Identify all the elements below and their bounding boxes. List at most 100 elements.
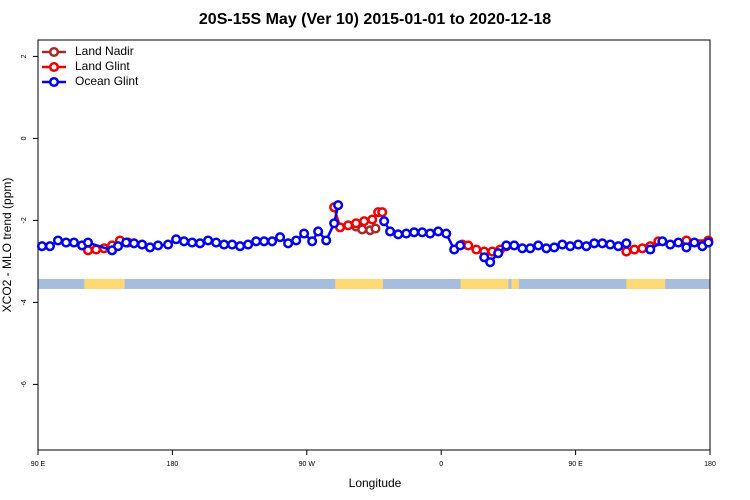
chart-title: 20S-15S May (Ver 10) 2015-01-01 to 2020-… bbox=[199, 11, 551, 28]
data-point bbox=[657, 236, 668, 247]
data-point bbox=[557, 239, 568, 250]
data-point bbox=[44, 241, 55, 252]
data-point bbox=[137, 239, 148, 250]
data-point bbox=[234, 241, 246, 252]
data-point bbox=[82, 237, 94, 248]
data-point bbox=[52, 235, 64, 246]
data-point bbox=[178, 236, 190, 247]
y-tick-label: 2 bbox=[21, 54, 28, 58]
data-point bbox=[533, 240, 544, 251]
data-point bbox=[329, 218, 340, 229]
data-point bbox=[525, 243, 536, 254]
data-point bbox=[549, 242, 560, 253]
data-point bbox=[401, 228, 412, 239]
data-point bbox=[291, 235, 302, 246]
data-point bbox=[359, 216, 370, 227]
data-point bbox=[313, 226, 324, 237]
data-point bbox=[621, 238, 632, 249]
data-point bbox=[409, 227, 420, 238]
data-point bbox=[36, 241, 48, 252]
data-point bbox=[565, 241, 576, 252]
legend-label: Land Glint bbox=[75, 59, 130, 73]
x-tick-label: 90 E bbox=[568, 461, 583, 468]
data-point bbox=[425, 228, 436, 239]
data-point bbox=[479, 252, 490, 263]
data-point bbox=[267, 236, 278, 247]
data-point bbox=[393, 229, 404, 240]
data-point bbox=[275, 232, 286, 243]
data-point bbox=[307, 236, 318, 247]
data-point bbox=[573, 239, 584, 250]
data-point bbox=[227, 239, 238, 250]
land-band bbox=[511, 278, 519, 289]
data-point bbox=[153, 240, 164, 251]
legend-label: Land Nadir bbox=[75, 44, 134, 58]
legend-marker bbox=[48, 46, 60, 58]
data-point bbox=[493, 248, 504, 259]
data-point bbox=[61, 237, 72, 248]
data-point bbox=[417, 227, 428, 238]
data-point bbox=[485, 257, 496, 268]
data-point bbox=[321, 235, 332, 246]
data-point bbox=[377, 207, 388, 218]
data-point bbox=[367, 214, 378, 225]
data-point bbox=[455, 240, 466, 251]
data-point bbox=[703, 237, 714, 248]
land-band bbox=[84, 278, 125, 289]
data-point bbox=[621, 246, 632, 257]
data-point bbox=[441, 228, 452, 239]
data-point bbox=[673, 237, 684, 248]
data-point bbox=[219, 239, 230, 250]
data-point bbox=[112, 241, 124, 252]
data-point bbox=[251, 236, 262, 247]
x-tick-label: 0 bbox=[439, 461, 443, 468]
data-point bbox=[581, 241, 592, 252]
data-point bbox=[68, 237, 80, 248]
data-point bbox=[541, 243, 552, 254]
data-point bbox=[613, 241, 624, 252]
land-band bbox=[335, 278, 383, 289]
data-point bbox=[501, 240, 512, 251]
y-tick-label: -6 bbox=[21, 381, 28, 387]
data-point bbox=[379, 216, 390, 227]
data-point bbox=[283, 238, 294, 249]
data-point bbox=[194, 238, 206, 249]
data-point bbox=[645, 244, 656, 255]
data-point bbox=[187, 237, 198, 248]
legend-label: Ocean Glint bbox=[75, 74, 139, 88]
y-axis-label: XCO2 - MLO trend (ppm) bbox=[0, 178, 14, 313]
data-point bbox=[637, 243, 648, 254]
y-tick-label: -4 bbox=[21, 299, 28, 305]
data-point bbox=[471, 244, 482, 255]
data-point bbox=[259, 236, 270, 247]
data-point bbox=[144, 242, 156, 253]
data-point bbox=[163, 239, 174, 250]
data-point bbox=[171, 234, 182, 245]
data-point bbox=[433, 226, 444, 237]
data-point bbox=[203, 235, 214, 246]
legend-marker bbox=[48, 61, 60, 73]
data-point bbox=[681, 242, 692, 253]
x-tick-label: 90 W bbox=[299, 461, 316, 468]
data-point bbox=[211, 237, 222, 248]
x-tick-label: 180 bbox=[704, 461, 716, 468]
data-point bbox=[517, 243, 528, 254]
land-band bbox=[626, 278, 666, 289]
x-axis-label: Longitude bbox=[349, 476, 402, 490]
data-point bbox=[665, 239, 676, 250]
data-point bbox=[333, 200, 344, 211]
data-point bbox=[463, 240, 474, 251]
data-point bbox=[629, 244, 640, 255]
legend-marker bbox=[48, 76, 60, 88]
data-point bbox=[605, 239, 616, 250]
data-point bbox=[351, 218, 362, 229]
data-point bbox=[597, 238, 608, 249]
data-point bbox=[243, 239, 254, 250]
data-point bbox=[343, 220, 354, 231]
data-point bbox=[370, 223, 381, 234]
land-band bbox=[460, 278, 509, 289]
y-tick-label: -2 bbox=[21, 217, 28, 223]
y-tick-label: 0 bbox=[21, 136, 28, 140]
data-point bbox=[509, 240, 520, 251]
